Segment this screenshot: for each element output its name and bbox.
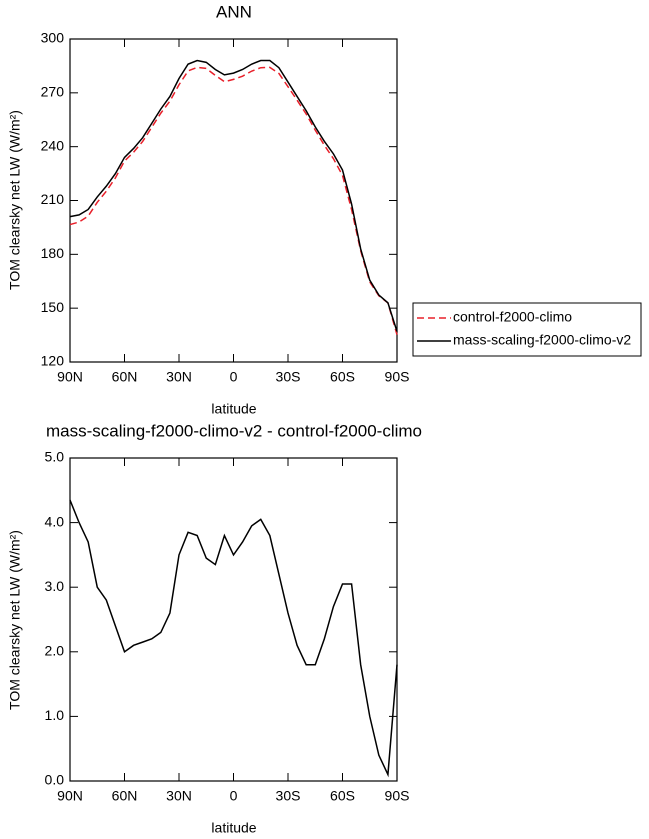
y-tick-label: 3.0 <box>45 578 65 594</box>
x-tick-label: 30N <box>166 369 192 385</box>
legend-box <box>412 302 642 357</box>
x-tick-label: 90N <box>57 788 83 804</box>
chart-title: mass-scaling-f2000-climo-v2 - control-f2… <box>46 421 422 440</box>
x-tick-label: 90S <box>385 369 410 385</box>
y-tick-label: 5.0 <box>45 449 65 465</box>
x-tick-label: 0 <box>230 369 238 385</box>
chart-title: ANN <box>216 2 252 21</box>
y-axis-label: TOM clearsky net LW (W/m²) <box>7 530 23 710</box>
x-tick-label: 60N <box>112 788 138 804</box>
y-tick-label: 2.0 <box>45 643 65 659</box>
x-tick-label: 60S <box>330 369 355 385</box>
legend-label: control-f2000-climo <box>453 309 572 325</box>
y-axis-label: TOM clearsky net LW (W/m²) <box>7 110 23 290</box>
y-tick-label: 150 <box>41 299 65 315</box>
plot-frame <box>69 457 398 782</box>
y-tick-label: 300 <box>41 30 65 46</box>
x-tick-label: 90S <box>385 788 410 804</box>
y-tick-label: 0.0 <box>45 772 65 788</box>
y-tick-label: 210 <box>41 191 65 207</box>
data-line <box>69 499 398 778</box>
x-tick-label: 0 <box>230 788 238 804</box>
x-tick-label: 60S <box>330 788 355 804</box>
y-tick-label: 1.0 <box>45 707 65 723</box>
y-tick-label: 180 <box>41 245 65 261</box>
x-tick-label: 90N <box>57 369 83 385</box>
data-line <box>69 66 398 335</box>
x-tick-label: 30S <box>276 369 301 385</box>
data-line <box>69 59 398 332</box>
x-axis-label: latitude <box>211 401 256 417</box>
x-axis-label: latitude <box>211 820 256 836</box>
y-tick-label: 270 <box>41 84 65 100</box>
x-tick-label: 30S <box>276 788 301 804</box>
plot-frame <box>69 38 398 363</box>
y-tick-label: 240 <box>41 137 65 153</box>
x-tick-label: 60N <box>112 369 138 385</box>
y-tick-label: 120 <box>41 353 65 369</box>
x-tick-label: 30N <box>166 788 192 804</box>
y-tick-label: 4.0 <box>45 513 65 529</box>
legend-label: mass-scaling-f2000-climo-v2 <box>453 332 631 348</box>
